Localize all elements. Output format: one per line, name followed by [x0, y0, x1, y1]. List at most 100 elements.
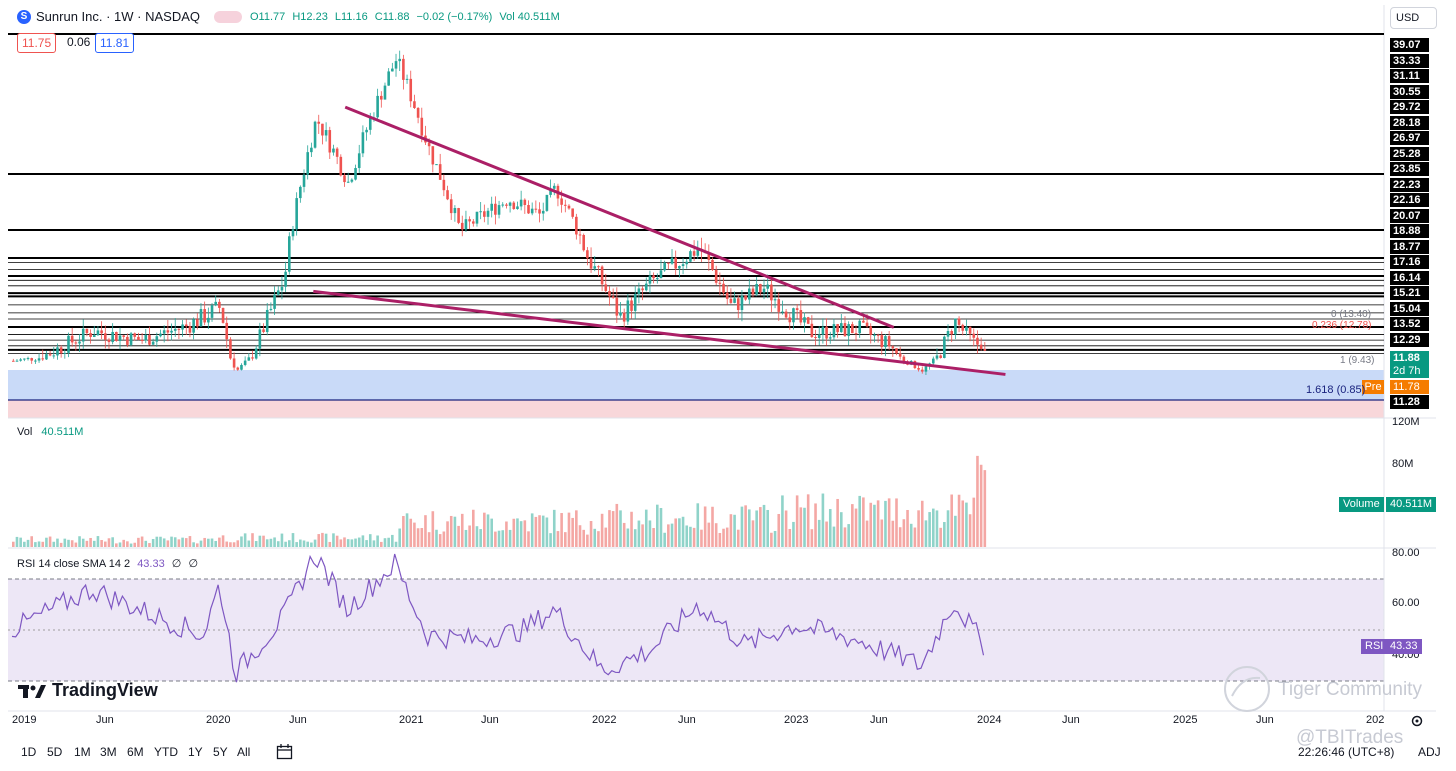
volume-bar — [317, 534, 321, 547]
candle-down — [442, 179, 446, 191]
volume-bar — [276, 541, 280, 547]
volume-bar — [898, 527, 902, 547]
volume-bar — [115, 543, 118, 547]
volume-bar — [269, 538, 273, 547]
volume-bar — [78, 536, 81, 547]
volume-bar — [26, 539, 30, 547]
candle-up — [310, 147, 313, 153]
volume-bar — [162, 538, 166, 547]
candle-down — [512, 202, 516, 210]
watermark-community: Tiger Community — [1278, 679, 1422, 700]
candle-down — [420, 117, 424, 136]
volume-bar — [943, 522, 946, 547]
volume-bar — [633, 529, 637, 547]
volume-bar — [692, 527, 696, 547]
candle-up — [954, 318, 957, 335]
settings-gear-icon[interactable] — [1410, 714, 1424, 728]
volume-axis-label: 80M — [1392, 458, 1414, 470]
sell-button[interactable]: 11.75 — [17, 33, 57, 53]
timeframe-button[interactable]: 5Y — [213, 745, 228, 759]
candle-up — [306, 152, 309, 175]
candle-down — [343, 175, 346, 183]
volume-title[interactable]: Vol 40.511M — [17, 426, 83, 438]
volume-bar — [129, 543, 133, 547]
volume-bar — [424, 515, 427, 547]
timeframe-button[interactable]: 6M — [127, 745, 144, 759]
volume-bar — [836, 498, 839, 547]
volume-bar — [597, 531, 600, 547]
volume-bar — [144, 540, 148, 547]
candle-down — [380, 95, 383, 100]
volume-bar — [365, 540, 368, 547]
volume-bar — [383, 538, 387, 547]
volume-bar — [262, 535, 265, 547]
candle-down — [865, 322, 869, 327]
candle-up — [19, 359, 22, 361]
rsi-title[interactable]: RSI 14 close SMA 14 2 43.33 ∅ ∅ — [17, 557, 198, 570]
market-status-icon[interactable] — [214, 10, 242, 23]
timeframe-button[interactable]: 1Y — [188, 745, 203, 759]
volume-bar — [431, 511, 435, 547]
candle-up — [490, 203, 493, 211]
timeframe-button[interactable]: YTD — [154, 745, 178, 759]
candle-up — [924, 366, 928, 372]
volume-bar — [637, 520, 641, 547]
volume-bar — [795, 495, 799, 547]
clock[interactable]: 22:26:46 (UTC+8) — [1298, 745, 1395, 759]
candle-up — [858, 320, 861, 334]
volume-bar — [976, 455, 979, 547]
volume-bar — [438, 534, 442, 547]
date-range-calendar-icon[interactable] — [276, 743, 293, 760]
candle-down — [692, 251, 696, 256]
volume-bar — [48, 536, 52, 547]
candle-up — [383, 85, 387, 100]
candle-down — [48, 354, 52, 356]
candle-down — [321, 123, 324, 136]
timeframe-button[interactable]: 1M — [74, 745, 91, 759]
currency-selector[interactable]: USD — [1390, 7, 1437, 29]
candle-down — [589, 258, 593, 269]
volume-bar — [265, 539, 269, 547]
time-axis-label: 2019 — [12, 714, 37, 726]
candle-down — [416, 107, 420, 118]
volume-bar — [530, 513, 534, 547]
volume-bar — [81, 538, 85, 547]
volume-bar — [15, 536, 19, 547]
price-level-label: 20.07 — [1390, 208, 1429, 223]
candle-down — [232, 358, 236, 368]
candle-up — [453, 208, 457, 214]
candle-up — [155, 336, 159, 342]
timeframe-button[interactable]: 5D — [47, 745, 63, 759]
volume-bar — [972, 497, 976, 547]
price-level-label: 29.72 — [1390, 100, 1429, 114]
candle-down — [968, 326, 972, 334]
timeframe-button[interactable]: 3M — [100, 745, 117, 759]
candle-up — [258, 329, 262, 349]
timeframe-button[interactable]: All — [237, 745, 251, 759]
volume-bar — [847, 524, 850, 547]
fib-price-label: 11.28 — [1390, 395, 1429, 409]
buy-button[interactable]: 11.81 — [95, 33, 135, 53]
candle-up — [210, 305, 214, 318]
time-axis-label: 2020 — [206, 714, 231, 726]
price-level-label: 33.33 — [1390, 53, 1429, 68]
candle-down — [59, 347, 63, 354]
candle-up — [840, 323, 843, 333]
volume-bar — [736, 529, 740, 547]
volume-bar — [552, 509, 556, 547]
tradingview-logo[interactable]: TradingView — [18, 680, 158, 701]
rsi-extra: ∅ — [188, 558, 199, 570]
volume-bar — [762, 504, 766, 547]
symbol-title[interactable]: Sunrun Inc. · 1W · NASDAQ — [36, 9, 200, 24]
price-level-label: 30.55 — [1390, 84, 1429, 99]
candle-down — [126, 336, 129, 345]
volume-bar — [840, 512, 843, 547]
time-axis-label: Jun — [1256, 714, 1274, 726]
volume-bar — [126, 541, 129, 547]
candle-up — [508, 202, 512, 206]
candle-down — [523, 199, 527, 206]
adjust-button[interactable]: ADJ — [1418, 745, 1441, 759]
volume-bar — [817, 519, 821, 547]
timeframe-button[interactable]: 1D — [21, 745, 37, 759]
